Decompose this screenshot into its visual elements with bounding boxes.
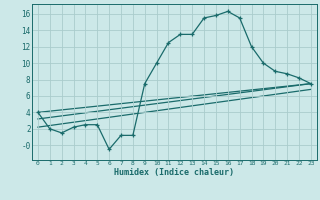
X-axis label: Humidex (Indice chaleur): Humidex (Indice chaleur) — [115, 168, 234, 177]
